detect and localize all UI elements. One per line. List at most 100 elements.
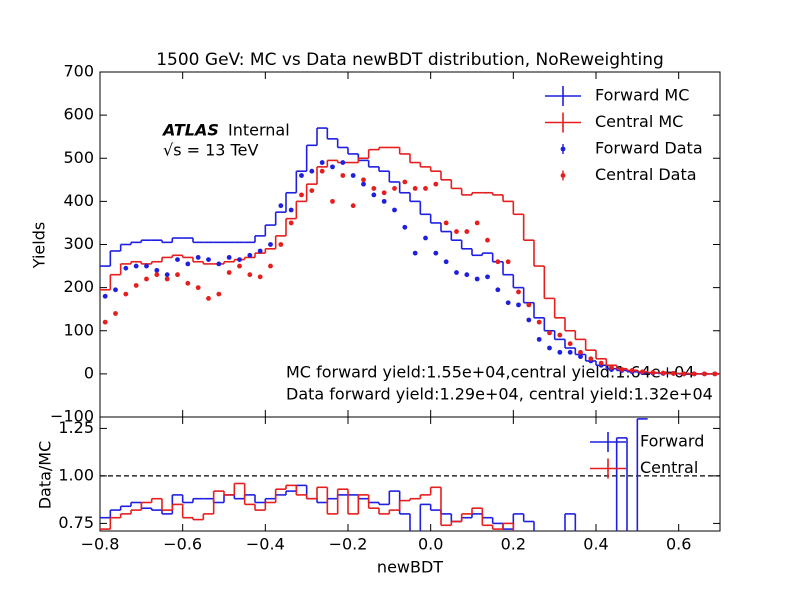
data-point (464, 229, 470, 234)
data-point (381, 198, 387, 204)
data-point (175, 272, 180, 278)
data-point (226, 270, 232, 275)
data-point (474, 276, 480, 282)
data-point (712, 371, 718, 377)
data-point (102, 293, 108, 299)
atlas-label: ATLAS (161, 121, 219, 140)
data-point (412, 250, 418, 256)
x-tick-label: 0.6 (666, 535, 691, 554)
data-point (361, 177, 366, 183)
data-point (206, 296, 211, 301)
y-tick-label: 600 (63, 105, 94, 124)
data-point (154, 272, 160, 278)
data-point (154, 267, 160, 273)
x-tick-label: 0.4 (583, 535, 608, 554)
data-point (640, 369, 645, 375)
data-point (164, 272, 170, 278)
y-tick-label: 1.00 (58, 465, 94, 484)
data-point (402, 179, 408, 185)
legend-label: Central (640, 458, 698, 477)
data-point (195, 285, 201, 291)
data-point (257, 274, 263, 280)
y-axis-label: Data/MC (36, 441, 55, 510)
data-point (133, 283, 139, 288)
data-point (278, 203, 284, 209)
data-point (350, 173, 356, 178)
data-point (516, 302, 521, 308)
data-point (340, 173, 346, 178)
data-point (133, 263, 139, 269)
data-point (278, 242, 284, 247)
data-point (268, 263, 273, 269)
data-point (185, 280, 191, 286)
data-point (361, 181, 366, 187)
data-point (588, 356, 594, 362)
y-tick-label: 500 (63, 148, 94, 167)
data-point (454, 270, 459, 275)
atlas-status: Internal (228, 121, 290, 140)
energy-label: √s = 13 TeV (163, 141, 258, 160)
data-point (578, 354, 583, 360)
data-point (237, 257, 242, 262)
data-point (536, 319, 542, 325)
data-point (557, 349, 563, 355)
y-tick-label: 1.25 (58, 418, 94, 437)
data-point (309, 168, 315, 174)
data-point (288, 220, 294, 226)
data-point (144, 263, 149, 269)
data-point (526, 317, 532, 323)
x-axis-label: newBDT (377, 558, 443, 577)
data-point (516, 289, 521, 295)
data-point (433, 250, 439, 256)
data-point (164, 276, 170, 282)
data-point (113, 311, 118, 316)
y-tick-label: 0.75 (58, 513, 94, 532)
data-point (257, 248, 263, 254)
x-tick-label: −0.4 (246, 535, 285, 554)
data-point (319, 168, 325, 174)
data-point (443, 220, 449, 226)
data-point (123, 265, 129, 271)
data-point (185, 261, 191, 267)
data-point (371, 192, 377, 198)
data-point (454, 229, 459, 234)
x-tick-label: −0.8 (81, 535, 120, 554)
data-point (619, 367, 625, 372)
plot-area (100, 418, 720, 531)
data-point (485, 274, 490, 280)
chart-title: 1500 GeV: MC vs Data newBDT distribution… (156, 50, 664, 70)
data-point (216, 261, 222, 267)
x-tick-label: −0.6 (163, 535, 202, 554)
data-point (123, 291, 129, 297)
data-point (144, 276, 149, 282)
x-tick-label: 0.2 (501, 535, 526, 554)
data-point (598, 360, 604, 366)
data-point (567, 341, 573, 347)
annotation: MC forward yield:1.55e+04,central yield:… (286, 363, 695, 382)
data-point (299, 173, 304, 178)
data-point (371, 186, 377, 191)
data-point (247, 272, 253, 278)
data-point (268, 242, 273, 247)
data-point (392, 207, 397, 213)
data-point (423, 186, 428, 191)
data-point (412, 186, 418, 191)
data-point (237, 263, 242, 269)
data-point (340, 160, 346, 165)
data-point (629, 368, 635, 373)
data-point (423, 235, 428, 241)
legend-label: Forward Data (595, 139, 703, 158)
data-point (226, 255, 232, 260)
data-point (495, 287, 501, 293)
y-tick-label: 300 (63, 234, 94, 253)
y-tick-label: 400 (63, 191, 94, 210)
legend-label: Central Data (595, 165, 697, 184)
data-point (660, 370, 666, 376)
data-point (216, 291, 222, 297)
legend-label: Forward (640, 432, 704, 451)
data-point (392, 186, 397, 191)
data-point (536, 336, 542, 342)
y-tick-label: 0 (84, 363, 94, 382)
data-point (319, 160, 325, 165)
